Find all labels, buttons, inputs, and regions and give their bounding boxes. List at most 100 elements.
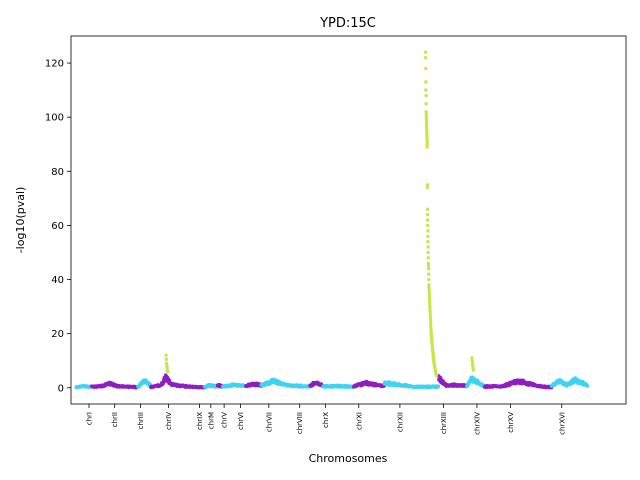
x-tick-label-chrI: chrI	[85, 412, 93, 425]
y-axis: 0 20 40 60 80 100 120	[45, 59, 71, 394]
series-chrVII	[259, 377, 312, 389]
data-point	[168, 378, 172, 383]
highlight-point	[425, 183, 430, 187]
x-axis: chrI chrII chrIII chrIV chrIX chrM chrV chrVI ch…	[85, 404, 566, 435]
highlight-point	[426, 229, 430, 233]
y-axis-title: -log10(pval)	[14, 187, 27, 254]
highlight-point	[429, 323, 433, 328]
highlight-point	[423, 50, 428, 54]
chart-title: YPD:15C	[319, 16, 376, 31]
series-chrIX	[203, 383, 220, 389]
highlight-point	[425, 137, 429, 141]
highlight-point	[470, 356, 474, 360]
x-tick-label-chrXIV: chrXIV	[473, 412, 481, 435]
series-chrXVI	[549, 376, 590, 388]
highlight-point	[424, 110, 428, 114]
highlight-point	[164, 353, 168, 357]
highlight-point	[425, 139, 429, 144]
highlight-point	[427, 288, 431, 293]
x-tick-label-chrVI: chrVI	[237, 412, 245, 430]
highlight-point	[429, 329, 433, 333]
highlight-point	[424, 118, 429, 122]
series-chrXV	[483, 378, 554, 390]
x-tick-label-chrXII: chrXII	[396, 412, 404, 432]
highlight-point	[426, 261, 431, 265]
highlight-point	[424, 120, 429, 125]
highlight-point	[427, 302, 432, 306]
highlight-point	[424, 112, 429, 117]
highlight-point	[426, 239, 430, 244]
highlight-point	[428, 318, 433, 322]
highlight-point	[164, 361, 169, 366]
x-tick-label-chrVII: chrVII	[265, 412, 273, 432]
highlight-point	[428, 313, 432, 317]
x-tick-label-chrX: chrX	[322, 412, 330, 428]
series-chrXI	[352, 379, 387, 389]
highlight-point	[427, 291, 431, 295]
x-tick-label-chrXI: chrXI	[355, 412, 363, 430]
highlight-point	[425, 131, 429, 136]
y-tick-label: 40	[51, 275, 64, 286]
highlight-point	[423, 55, 428, 60]
highlight-point	[424, 93, 428, 98]
highlight-point	[427, 299, 432, 303]
highlight-point	[165, 365, 169, 370]
highlight-point	[426, 267, 431, 271]
highlight-point	[424, 126, 429, 130]
y-tick-label: 120	[45, 59, 64, 70]
highlight-point	[426, 250, 430, 255]
highlight-point	[427, 283, 431, 287]
highlight-point	[426, 256, 430, 260]
highlight-point	[427, 285, 431, 290]
highlight-point	[470, 360, 475, 364]
highlight-point	[424, 101, 428, 106]
highlight-point	[425, 129, 429, 133]
highlight-point	[429, 326, 433, 330]
series-chrXII	[382, 380, 441, 390]
highlight-point	[425, 223, 430, 228]
highlight-point	[425, 145, 429, 149]
highlight-point	[426, 264, 431, 268]
highlight-point	[428, 307, 432, 311]
x-tick-label-chrIII: chrIII	[137, 412, 145, 429]
highlight-point	[425, 134, 429, 138]
highlight-point	[427, 294, 432, 298]
highlight-series-2	[423, 50, 439, 378]
highlight-point	[426, 245, 430, 249]
highlight-point	[424, 115, 429, 119]
highlight-point	[434, 373, 439, 378]
highlight-point	[471, 368, 476, 372]
series-chrXIII	[436, 374, 469, 389]
x-tick-label-chrV: chrV	[221, 412, 229, 428]
x-tick-label-chrVIII: chrVIII	[296, 412, 304, 434]
highlight-series-0	[164, 353, 170, 374]
plot-frame	[70, 35, 627, 405]
highlight-point	[424, 66, 428, 71]
highlight-point	[424, 88, 428, 92]
highlight-point	[426, 234, 430, 238]
y-tick-label: 80	[51, 167, 64, 178]
highlight-point	[425, 207, 430, 211]
y-tick-label: 20	[51, 329, 64, 340]
highlight-point	[471, 364, 475, 368]
highlight-point	[425, 142, 429, 146]
data-points	[74, 50, 590, 390]
highlight-point	[427, 296, 432, 301]
series-chrVI	[244, 381, 263, 389]
highlight-point	[428, 315, 433, 320]
highlight-point	[164, 357, 169, 362]
series-chrX	[321, 383, 356, 390]
highlight-point	[425, 212, 430, 217]
x-tick-label-chrIX: chrIX	[196, 412, 204, 430]
y-tick-label: 60	[51, 221, 64, 232]
x-tick-label-chrXV: chrXV	[507, 412, 515, 433]
highlight-point	[428, 304, 432, 309]
data-point	[585, 384, 590, 388]
highlight-series-1	[470, 356, 476, 372]
x-axis-title: Chromosomes	[309, 452, 388, 465]
series-chrIII	[136, 378, 153, 389]
x-tick-label-chrXIII: chrXIII	[440, 412, 448, 434]
x-tick-label-chrII: chrII	[111, 412, 119, 427]
series-chrIV	[149, 373, 207, 390]
